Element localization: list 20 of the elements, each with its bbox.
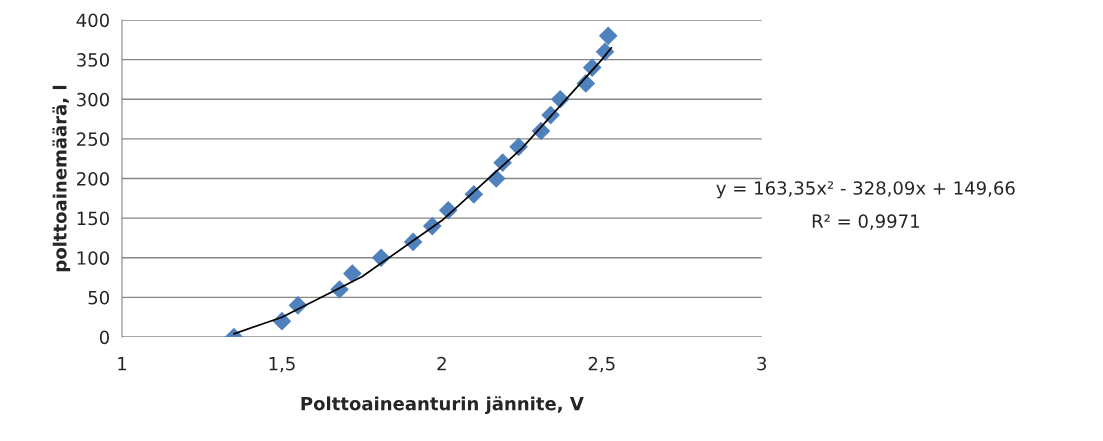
x-tick-label: 1 [118,357,127,371]
x-tick-label: 3 [757,356,767,371]
y-tick-label: 0 [99,330,109,345]
text: R² = 0,9971 [812,214,919,230]
x-tick-label: 2,5 [588,356,615,373]
annotation: y = 163,35x² - 328,09x + 149,66 [716,181,1015,199]
y-axis-title: polttoainemäärä, l [52,85,71,272]
y-tick-label: 350 [77,53,109,67]
y-tick-label: 100 [77,251,109,265]
y-tick-label: 250 [77,132,109,147]
y-tick-label: 50 [88,290,109,305]
point [342,264,362,283]
y-tick-label: 150 [77,211,109,226]
y-tick-label: 400 [76,13,109,28]
x-axis-title: Polttoaineanturin jännite, V [301,396,584,415]
x-tick-label: 2 [437,356,446,371]
point [598,26,618,46]
x-tick-label: 1,5 [269,357,295,373]
y-tick-label: 200 [77,171,109,186]
y-tick-label: 300 [77,92,109,107]
